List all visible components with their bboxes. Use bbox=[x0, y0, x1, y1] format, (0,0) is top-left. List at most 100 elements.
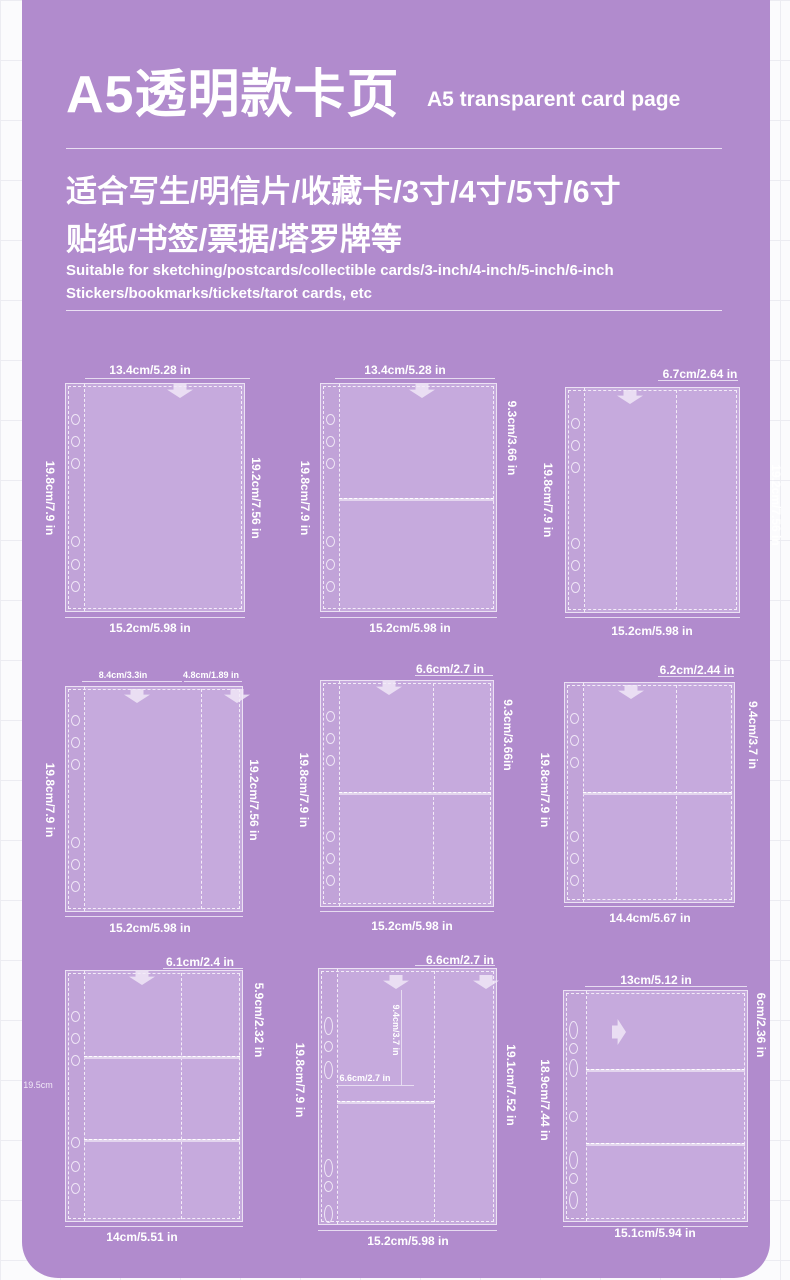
dimension-line bbox=[658, 380, 738, 381]
binder-hole-icon bbox=[569, 1021, 578, 1039]
binder-hole-icon bbox=[571, 538, 580, 549]
sheet-outline bbox=[565, 387, 740, 613]
binder-hole-icon bbox=[71, 1033, 80, 1044]
sheet-outline bbox=[564, 682, 735, 903]
pocket-divider bbox=[181, 973, 182, 1219]
sheet-outline bbox=[563, 990, 748, 1222]
binder-hole-icon bbox=[571, 418, 580, 429]
pocket-divider bbox=[676, 390, 677, 610]
binder-hole-icon bbox=[570, 713, 579, 724]
dimension-label: 6.6cm/2.7 in bbox=[339, 1073, 391, 1083]
dimension-label: 9.3cm/3.66 in bbox=[505, 400, 519, 476]
dimension-label: 5.9cm/2.32 in bbox=[252, 982, 266, 1058]
dimension-label: 15.2cm/5.98 in bbox=[611, 624, 693, 638]
dimension-line bbox=[585, 986, 747, 987]
binder-hole-icon bbox=[326, 831, 335, 842]
binder-hole-icon bbox=[71, 536, 80, 547]
binder-hole-icon bbox=[326, 536, 335, 547]
sheet-outline bbox=[320, 383, 497, 612]
dimension-line bbox=[320, 617, 497, 618]
binder-hole-icon bbox=[326, 581, 335, 592]
binder-hole-icon bbox=[570, 831, 579, 842]
dimension-label: 14.4cm/5.67 in bbox=[609, 911, 691, 925]
dimension-label: 6.1cm/2.4 in bbox=[165, 955, 235, 969]
dimension-label: 9.3cm/3.66in bbox=[501, 699, 515, 771]
binder-hole-icon bbox=[569, 1151, 578, 1169]
dimension-label: 19.2cm/7.56 in bbox=[247, 759, 261, 841]
insert-arrow-down-icon bbox=[409, 384, 435, 398]
binder-hole-icon bbox=[326, 458, 335, 469]
binder-hole-icon bbox=[571, 440, 580, 451]
binder-hole-icon bbox=[326, 711, 335, 722]
binder-hole-icon bbox=[570, 853, 579, 864]
binder-hole-icon bbox=[71, 458, 80, 469]
binding-strip bbox=[66, 384, 85, 611]
dimension-label: 19.1cm/7.52 in bbox=[504, 1044, 518, 1126]
binder-hole-icon bbox=[570, 735, 579, 746]
binder-hole-icon bbox=[571, 560, 580, 571]
dimension-label: 4.8cm/1.89 in bbox=[182, 670, 240, 680]
dimension-label: 9.4cm/3.7 in bbox=[391, 1004, 401, 1056]
insert-arrow-down-icon bbox=[618, 685, 644, 699]
divider bbox=[66, 310, 722, 311]
binding-strip bbox=[319, 969, 338, 1224]
binding-strip bbox=[566, 388, 585, 612]
binder-hole-icon bbox=[571, 582, 580, 593]
binding-strip bbox=[321, 384, 340, 611]
binder-hole-icon bbox=[71, 1011, 80, 1022]
pocket-divider bbox=[583, 792, 732, 795]
insert-arrow-down-icon bbox=[167, 384, 193, 398]
dimension-label: 19.8cm/7.9 in bbox=[538, 752, 552, 828]
dimension-label: 6.2cm/2.44 in bbox=[659, 663, 735, 677]
dimension-line bbox=[565, 617, 740, 618]
dimension-label: 19.5cm bbox=[23, 1080, 53, 1090]
dimension-label: 19.8cm/7.9 in bbox=[293, 1042, 307, 1118]
dimension-label: 15.1cm/5.94 in bbox=[614, 1226, 696, 1240]
binder-hole-icon bbox=[324, 1041, 333, 1052]
binder-hole-icon bbox=[326, 875, 335, 886]
insert-arrow-down-icon bbox=[376, 681, 402, 695]
dimension-label: 6cm/2.36 in bbox=[754, 992, 768, 1058]
dimension-label: 15.2cm/5.98 in bbox=[109, 921, 191, 935]
pocket-divider bbox=[586, 1069, 745, 1072]
dimension-line bbox=[415, 675, 493, 676]
dimension-line bbox=[658, 676, 734, 677]
binder-hole-icon bbox=[326, 436, 335, 447]
pocket-divider bbox=[586, 1143, 745, 1146]
dimension-label: 19.8cm/7.9 in bbox=[541, 462, 555, 538]
binder-hole-icon bbox=[326, 755, 335, 766]
sheet-outline bbox=[65, 383, 245, 612]
pocket-divider bbox=[339, 792, 491, 795]
dimension-label: 6.7cm/2.64 in bbox=[662, 367, 738, 381]
binder-hole-icon bbox=[570, 875, 579, 886]
binder-hole-icon bbox=[326, 414, 335, 425]
insert-arrow-down-icon bbox=[383, 975, 409, 989]
binder-hole-icon bbox=[324, 1017, 333, 1035]
pocket-divider bbox=[434, 971, 435, 1222]
dimension-line bbox=[82, 681, 182, 682]
dimension-line bbox=[320, 911, 494, 912]
dimension-line bbox=[65, 916, 243, 917]
dimension-label: 15.2cm/5.98 in bbox=[109, 621, 191, 635]
binder-hole-icon bbox=[71, 559, 80, 570]
pocket-divider bbox=[84, 1139, 240, 1142]
page-title: A5透明款卡页 bbox=[66, 66, 400, 124]
sheet-outline bbox=[65, 970, 243, 1222]
divider bbox=[66, 148, 722, 149]
sheet-outline bbox=[65, 686, 250, 912]
dimension-label: 15.2cm/5.98 in bbox=[371, 919, 453, 933]
binder-hole-icon bbox=[71, 581, 80, 592]
usage-zh-line-2: 贴纸/书签/票据/塔罗牌等 bbox=[66, 222, 402, 257]
binder-hole-icon bbox=[324, 1061, 333, 1079]
dimension-label: 19.8cm/7.9 in bbox=[43, 460, 57, 536]
binder-hole-icon bbox=[71, 881, 80, 892]
pocket-divider bbox=[201, 689, 202, 909]
usage-en-line-2: Stickers/bookmarks/tickets/tarot cards, … bbox=[66, 285, 372, 302]
sheet-outline bbox=[320, 680, 494, 907]
dimension-line bbox=[65, 617, 245, 618]
sheet-outline bbox=[318, 968, 499, 1225]
dimension-label: 14cm/5.51 in bbox=[106, 1230, 178, 1244]
dimension-label: 13.4cm/5.28 in bbox=[364, 363, 446, 377]
binder-hole-icon bbox=[569, 1173, 578, 1184]
binder-hole-icon bbox=[569, 1059, 578, 1077]
